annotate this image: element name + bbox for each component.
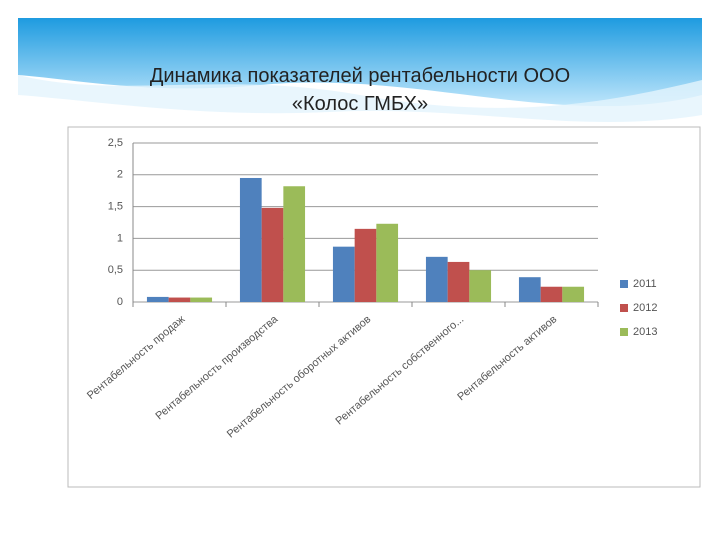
bar — [146, 296, 169, 302]
legend-label: 2011 — [633, 278, 657, 290]
bar — [469, 270, 492, 302]
header-wave — [18, 18, 702, 107]
header-wave — [18, 75, 702, 122]
bar — [354, 228, 377, 302]
bar — [332, 246, 355, 302]
bar — [447, 261, 470, 302]
bar — [376, 223, 399, 302]
y-tick-label: 2 — [117, 169, 123, 181]
bar — [168, 297, 191, 302]
chart-frame — [67, 126, 701, 488]
bar — [540, 286, 563, 302]
y-tick-label: 1,5 — [108, 201, 123, 213]
bar — [261, 207, 284, 302]
bar — [425, 256, 448, 302]
y-tick-label: 0 — [117, 296, 123, 308]
legend-swatch — [620, 280, 628, 288]
legend-label: 2012 — [633, 302, 657, 314]
bar — [518, 277, 541, 302]
y-tick-label: 0,5 — [108, 264, 123, 276]
y-tick-label: 2,5 — [108, 137, 123, 149]
legend-swatch — [620, 328, 628, 336]
legend-swatch — [620, 304, 628, 312]
bar — [190, 297, 213, 302]
chart-title: Динамика показателей рентабельности ООО … — [149, 65, 571, 115]
bar — [239, 177, 262, 302]
legend-label: 2013 — [633, 326, 657, 338]
bar — [283, 186, 306, 302]
bar — [562, 286, 585, 302]
y-tick-label: 1 — [117, 232, 123, 244]
